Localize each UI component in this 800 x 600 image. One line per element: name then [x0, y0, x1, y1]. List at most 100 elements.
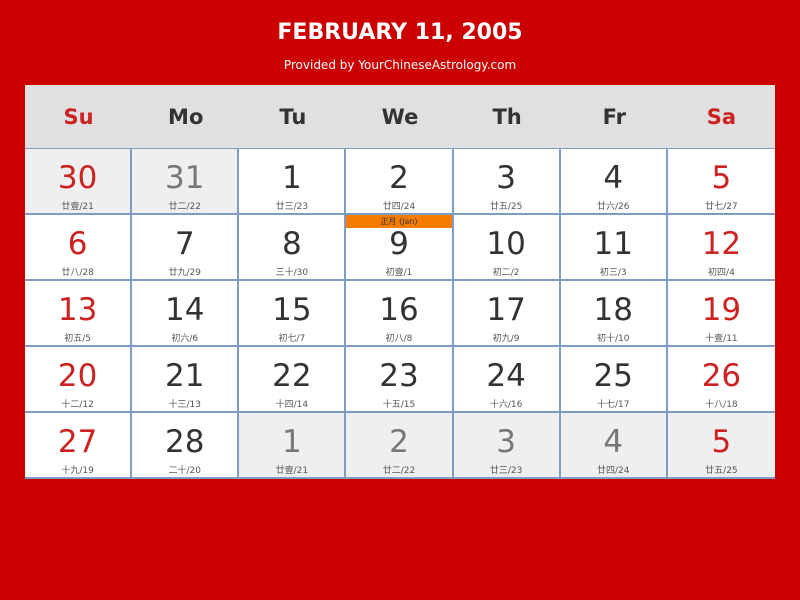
lunar-date: 初二/2: [492, 268, 520, 278]
day-number: 4: [603, 424, 624, 460]
day-number: 3: [496, 160, 516, 196]
day-cell[interactable]: 17 初九/9: [453, 281, 561, 347]
day-number: 19: [701, 292, 742, 328]
day-cell[interactable]: 8 三十/30: [239, 215, 347, 281]
lunar-date: 二十/20: [168, 466, 201, 476]
lunar-date: 初七/7: [278, 334, 306, 344]
day-cell[interactable]: 21 十三/13: [132, 347, 240, 413]
day-cell[interactable]: 6 廿八/28: [25, 215, 133, 281]
day-cell[interactable]: 14 初六/6: [132, 281, 240, 347]
lunar-date: 十四/14: [275, 400, 309, 410]
day-cell[interactable]: 1 廿三/23: [239, 149, 347, 215]
day-cell[interactable]: 31 廿二/22: [132, 149, 240, 215]
lunar-date: 廿八/28: [61, 268, 94, 278]
day-number: 25: [593, 358, 633, 394]
day-cell[interactable]: 10 初二/2: [453, 215, 561, 281]
day-cell[interactable]: 22 十四/14: [239, 347, 347, 413]
day-cell[interactable]: 1 廿壹/21: [239, 413, 347, 479]
day-cell[interactable]: 3 廿三/23: [453, 413, 561, 479]
weekday-header: Su Mo Tu We Th Fr Sa: [25, 85, 775, 148]
day-cell[interactable]: 26 十八/18: [667, 347, 775, 413]
lunar-date: 初五/5: [64, 334, 91, 344]
day-number: 10: [486, 226, 526, 262]
day-number: 14: [164, 292, 205, 328]
lunar-date: 廿五/25: [705, 466, 738, 476]
day-cell[interactable]: 24 十六/16: [453, 347, 561, 413]
weekday-th: Th: [492, 104, 522, 129]
lunar-date: 廿六/26: [597, 202, 630, 212]
lunar-date: 廿壹/21: [61, 202, 94, 212]
day-cell[interactable]: 12 初四/4: [667, 215, 775, 281]
day-cell[interactable]: 5 廿五/25: [667, 413, 775, 479]
lunar-date: 十壹/11: [705, 334, 738, 344]
lunar-date: 廿壹/21: [275, 466, 309, 476]
day-number: 20: [57, 358, 98, 394]
day-cell[interactable]: 20 十二/12: [25, 347, 133, 413]
lunar-date: 初九/9: [492, 334, 520, 344]
lunar-date: 初六/6: [171, 334, 199, 344]
day-cell[interactable]: 2 廿二/22: [346, 413, 454, 479]
day-number: 2: [389, 160, 409, 196]
day-cell[interactable]: 5 廿七/27: [667, 149, 775, 215]
day-cell[interactable]: 2 廿四/24: [346, 149, 454, 215]
day-number: 3: [496, 424, 516, 460]
lunar-date: 十八/18: [705, 400, 738, 410]
day-number: 18: [593, 292, 633, 328]
day-number: 11: [593, 226, 633, 262]
day-cell[interactable]: 正月 (Jan) 9 初壹/1: [346, 215, 454, 281]
weekday-sa: Sa: [706, 104, 737, 129]
lunar-date: 廿五/25: [489, 202, 523, 212]
day-number: 1: [281, 424, 302, 460]
page-title: FEBRUARY 11, 2005: [277, 20, 523, 45]
day-number: 12: [701, 226, 742, 262]
day-number: 5: [711, 424, 732, 460]
day-cell[interactable]: 11 初三/3: [560, 215, 668, 281]
lunar-date: 初四/4: [708, 268, 735, 278]
day-number: 22: [272, 358, 312, 394]
day-cell[interactable]: 25 十七/17: [560, 347, 668, 413]
day-cell[interactable]: 18 初十/10: [560, 281, 668, 347]
day-cell[interactable]: 4 廿四/24: [560, 413, 668, 479]
day-cell[interactable]: 23 十五/15: [346, 347, 454, 413]
day-cell[interactable]: 13 初五/5: [25, 281, 133, 347]
calendar: Su Mo Tu We Th Fr Sa 30 廿壹/21 31 廿二/22 1 廿三/23 2 廿四/2…: [25, 85, 775, 479]
day-number: 8: [281, 226, 302, 262]
day-cell[interactable]: 27 十九/19: [25, 413, 133, 479]
weekday-tu: Tu: [279, 104, 307, 129]
day-number: 30: [57, 160, 98, 196]
day-number: 21: [164, 358, 205, 394]
day-cell[interactable]: 28 二十/20: [132, 413, 240, 479]
calendar-grid: 30 廿壹/21 31 廿二/22 1 廿三/23 2 廿四/24 3 廿五/25 4 廿六/26 5 廿…: [25, 148, 775, 479]
day-number: 13: [57, 292, 98, 328]
day-number: 15: [272, 292, 312, 328]
weekday-su: Su: [63, 104, 94, 129]
day-number: 26: [701, 358, 742, 394]
lunar-date: 廿三/23: [275, 202, 309, 212]
day-cell[interactable]: 15 初七/7: [239, 281, 347, 347]
day-number: 4: [603, 160, 624, 196]
day-cell[interactable]: 3 廿五/25: [453, 149, 561, 215]
day-cell[interactable]: 4 廿六/26: [560, 149, 668, 215]
day-number: 6: [67, 226, 88, 262]
lunar-date: 初三/3: [599, 268, 627, 278]
lunar-date: 廿四/24: [382, 202, 416, 212]
day-cell[interactable]: 30 廿壹/21: [25, 149, 133, 215]
lunar-month-badge: 正月 (Jan): [346, 215, 452, 228]
day-number: 16: [379, 292, 419, 328]
day-cell[interactable]: 16 初八/8: [346, 281, 454, 347]
day-number: 5: [711, 160, 732, 196]
day-number: 7: [174, 226, 195, 262]
day-number: 23: [379, 358, 419, 394]
day-cell[interactable]: 19 十壹/11: [667, 281, 775, 347]
provider-link[interactable]: Provided by YourChineseAstrology.com: [283, 58, 517, 72]
lunar-date: 廿七/27: [705, 202, 738, 212]
day-cell[interactable]: 7 廿九/29: [132, 215, 240, 281]
weekday-fr: Fr: [602, 104, 626, 129]
day-number: 28: [164, 424, 205, 460]
day-number: 31: [164, 160, 205, 196]
lunar-date: 三十/30: [275, 268, 309, 278]
lunar-date: 初八/8: [385, 334, 413, 344]
weekday-mo: Mo: [168, 104, 204, 129]
lunar-date: 十九/19: [61, 466, 94, 476]
lunar-date: 廿二/22: [382, 466, 416, 476]
